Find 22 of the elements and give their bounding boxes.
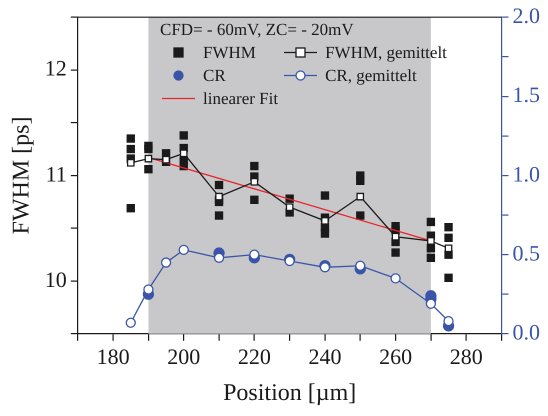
- legend-label: CR, gemittelt: [325, 65, 417, 87]
- legend-label: FWHM: [203, 42, 256, 64]
- y2-tick-label: 0.0: [512, 320, 540, 345]
- y2-tick-label: 1.5: [512, 82, 540, 108]
- y2-tick-label: 1.0: [512, 161, 540, 186]
- y-tick-label: 11: [46, 161, 67, 186]
- y2-tick-label: 0.5: [512, 240, 540, 266]
- x-tick-label: 180: [96, 344, 130, 369]
- legend-title: CFD= - 60mV, ZC= - 20mV: [160, 19, 355, 41]
- x-axis-title: Position [µm]: [223, 380, 356, 406]
- y-tick-label: 10: [44, 266, 67, 292]
- x-tick-label: 240: [308, 344, 342, 369]
- y-axis-title: FWHM [ps]: [8, 116, 35, 234]
- x-tick-label: 200: [167, 344, 200, 369]
- legend-label: linearer Fit: [203, 88, 278, 110]
- x-tick-label: 220: [238, 344, 271, 369]
- x-tick-label: 260: [379, 344, 412, 369]
- y-tick-label: 12: [44, 56, 67, 81]
- y2-tick-label: 2.0: [512, 2, 540, 28]
- x-tick-label: 280: [450, 344, 483, 369]
- legend-label: CR: [203, 65, 226, 87]
- legend-label: FWHM, gemittelt: [325, 42, 447, 64]
